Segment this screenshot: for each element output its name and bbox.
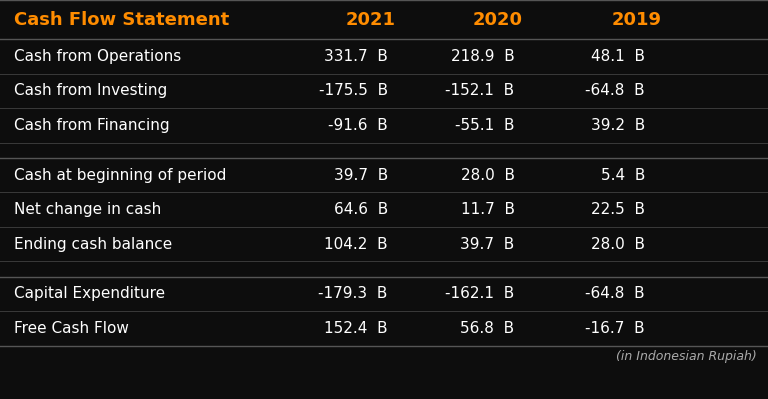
Text: Cash Flow Statement: Cash Flow Statement bbox=[14, 10, 229, 29]
Text: 104.2  B: 104.2 B bbox=[324, 237, 388, 252]
Text: -64.8  B: -64.8 B bbox=[585, 83, 645, 99]
Text: Net change in cash: Net change in cash bbox=[14, 202, 161, 217]
Text: 39.7  B: 39.7 B bbox=[333, 168, 388, 183]
Text: -179.3  B: -179.3 B bbox=[319, 286, 388, 301]
Text: Free Cash Flow: Free Cash Flow bbox=[14, 321, 129, 336]
Text: 39.7  B: 39.7 B bbox=[460, 237, 515, 252]
Text: 2019: 2019 bbox=[612, 10, 662, 29]
Text: -152.1  B: -152.1 B bbox=[445, 83, 515, 99]
Text: 331.7  B: 331.7 B bbox=[324, 49, 388, 64]
Text: Cash at beginning of period: Cash at beginning of period bbox=[14, 168, 227, 183]
Text: 152.4  B: 152.4 B bbox=[324, 321, 388, 336]
Text: 22.5  B: 22.5 B bbox=[591, 202, 645, 217]
Text: Cash from Financing: Cash from Financing bbox=[14, 118, 170, 133]
Text: -91.6  B: -91.6 B bbox=[328, 118, 388, 133]
Text: 2020: 2020 bbox=[472, 10, 522, 29]
Text: Cash from Investing: Cash from Investing bbox=[14, 83, 167, 99]
Text: Capital Expenditure: Capital Expenditure bbox=[14, 286, 165, 301]
Text: 28.0  B: 28.0 B bbox=[591, 237, 645, 252]
Text: -55.1  B: -55.1 B bbox=[455, 118, 515, 133]
Text: Cash from Operations: Cash from Operations bbox=[14, 49, 181, 64]
Text: (in Indonesian Rupiah): (in Indonesian Rupiah) bbox=[616, 350, 756, 363]
Text: 28.0  B: 28.0 B bbox=[461, 168, 515, 183]
Text: Ending cash balance: Ending cash balance bbox=[14, 237, 172, 252]
Text: 48.1  B: 48.1 B bbox=[591, 49, 645, 64]
Text: 11.7  B: 11.7 B bbox=[461, 202, 515, 217]
Text: 2021: 2021 bbox=[346, 10, 396, 29]
Text: 64.6  B: 64.6 B bbox=[333, 202, 388, 217]
Text: 218.9  B: 218.9 B bbox=[451, 49, 515, 64]
Text: 56.8  B: 56.8 B bbox=[461, 321, 515, 336]
Text: -16.7  B: -16.7 B bbox=[585, 321, 645, 336]
Text: 39.2  B: 39.2 B bbox=[591, 118, 645, 133]
Text: -175.5  B: -175.5 B bbox=[319, 83, 388, 99]
Text: -64.8  B: -64.8 B bbox=[585, 286, 645, 301]
Text: 5.4  B: 5.4 B bbox=[601, 168, 645, 183]
Text: -162.1  B: -162.1 B bbox=[445, 286, 515, 301]
